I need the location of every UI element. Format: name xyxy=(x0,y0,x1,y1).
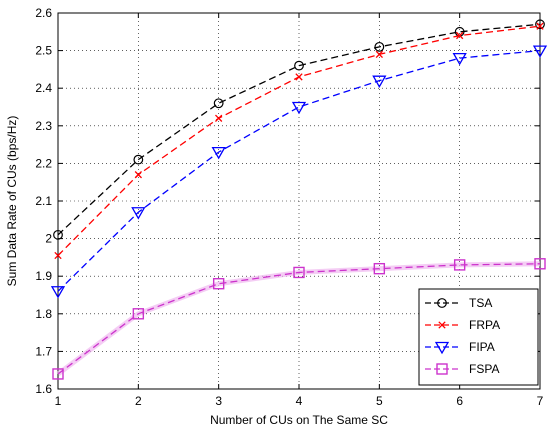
data-point-fipa xyxy=(532,45,548,58)
data-point-fspa xyxy=(534,258,546,270)
x-tick-label: 4 xyxy=(296,394,303,408)
x-tick-label: 2 xyxy=(135,394,142,408)
y-tick-label: 2 xyxy=(45,232,52,246)
data-point-fspa xyxy=(293,266,305,279)
y-tick-label: 1.9 xyxy=(35,269,52,283)
data-point-fspa xyxy=(453,259,466,271)
series-line-tsa xyxy=(57,23,541,236)
data-point-frpa xyxy=(375,50,383,59)
legend-marker-frpa xyxy=(438,321,446,329)
data-point-fspa xyxy=(373,262,386,275)
legend-marker-tsa xyxy=(437,298,447,308)
x-tick-label: 3 xyxy=(215,394,222,408)
data-point-fspa xyxy=(212,278,225,290)
data-point-fipa xyxy=(131,207,146,220)
data-point-frpa xyxy=(456,31,464,40)
data-point-fipa xyxy=(452,52,467,66)
data-point-tsa xyxy=(53,229,63,240)
data-point-fipa xyxy=(211,146,226,160)
legend-label-tsa: TSA xyxy=(469,296,492,310)
legend-marker-fipa xyxy=(434,341,450,355)
data-point-fipa xyxy=(372,75,387,88)
data-point-fspa xyxy=(52,368,64,380)
y-tick-label: 1.7 xyxy=(35,344,52,358)
y-tick-label: 2.2 xyxy=(35,156,52,170)
y-tick-label: 2.4 xyxy=(35,81,52,95)
y-tick-label: 1.6 xyxy=(35,382,52,396)
y-tick-label: 2.3 xyxy=(35,119,52,133)
data-point-fipa xyxy=(50,286,66,299)
y-tick-label: 2.6 xyxy=(35,6,52,20)
data-point-tsa xyxy=(133,154,144,165)
x-tick-label: 6 xyxy=(456,394,463,408)
series-line-fipa xyxy=(57,49,541,292)
legend-label-fspa: FSPA xyxy=(469,362,499,376)
data-point-tsa xyxy=(294,60,304,71)
legend-label-fipa: FIPA xyxy=(469,340,495,354)
data-point-tsa xyxy=(535,19,545,30)
series-line-fspa xyxy=(57,263,541,375)
data-point-frpa xyxy=(295,73,303,81)
data-point-frpa xyxy=(54,251,62,260)
data-point-frpa xyxy=(134,171,142,179)
legend-label-frpa: FRPA xyxy=(469,318,500,332)
x-tick-label: 5 xyxy=(376,394,383,408)
legend-marker-fspa xyxy=(436,363,448,375)
data-point-frpa xyxy=(215,114,223,122)
y-axis-label: Sum Data Rate of CUs (bps/Hz) xyxy=(5,116,19,287)
data-point-fspa xyxy=(132,308,145,320)
x-tick-label: 1 xyxy=(55,394,62,408)
data-point-fipa xyxy=(291,101,307,115)
y-tick-label: 2.5 xyxy=(35,44,52,58)
y-tick-label: 2.1 xyxy=(35,194,52,208)
x-axis-label: Number of CUs on The Same SC xyxy=(210,413,388,427)
data-point-tsa xyxy=(374,41,385,52)
data-point-frpa xyxy=(536,22,544,30)
data-point-tsa xyxy=(213,98,224,109)
y-tick-label: 1.8 xyxy=(35,307,52,321)
x-tick-label: 7 xyxy=(537,394,544,408)
